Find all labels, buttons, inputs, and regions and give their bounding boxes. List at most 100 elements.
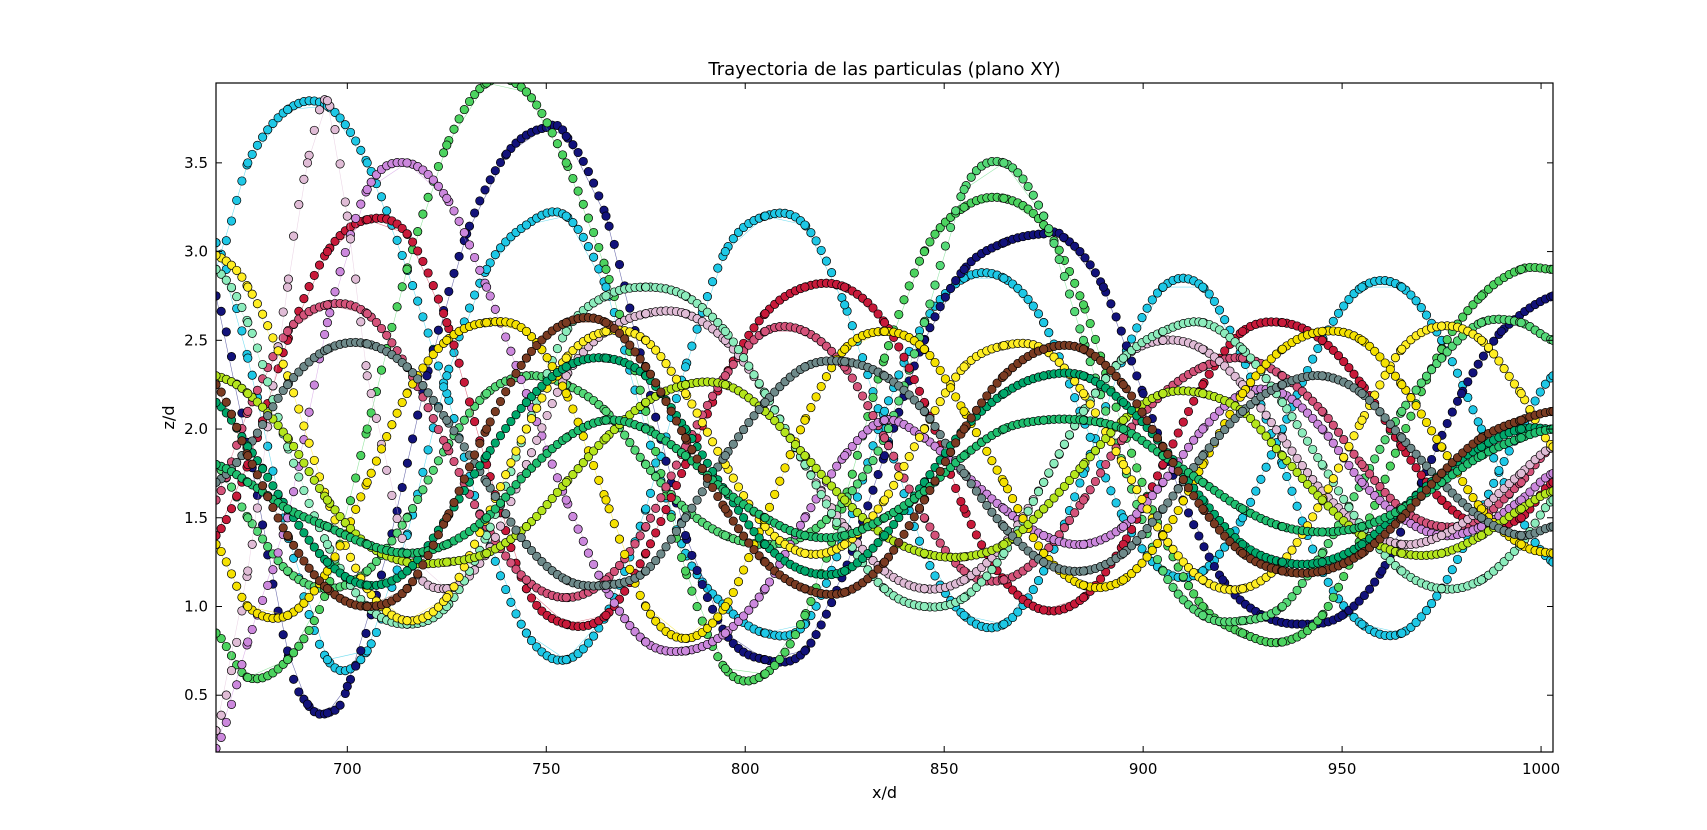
data-point <box>322 96 332 106</box>
data-point <box>821 499 831 509</box>
data-point <box>243 158 253 168</box>
data-point <box>408 434 418 444</box>
data-point <box>1516 318 1526 328</box>
data-point <box>482 388 492 399</box>
data-point <box>1447 565 1457 575</box>
data-point <box>1548 264 1553 274</box>
data-point <box>1111 312 1121 322</box>
data-point <box>304 282 314 292</box>
data-point <box>760 655 770 665</box>
data-point <box>1357 335 1367 345</box>
data-point <box>366 468 376 478</box>
data-point <box>418 381 428 391</box>
data-point <box>1397 548 1407 558</box>
data-point <box>1256 474 1266 484</box>
data-point <box>1178 496 1188 506</box>
data-point <box>1357 522 1367 532</box>
data-point <box>511 446 521 456</box>
data-point <box>511 525 521 535</box>
data-point <box>940 457 950 467</box>
data-point <box>442 415 452 425</box>
data-point <box>1137 494 1147 504</box>
data-point <box>651 446 661 456</box>
data-point <box>387 536 397 546</box>
data-point <box>351 473 361 483</box>
data-point <box>687 341 697 351</box>
data-point <box>1261 374 1271 384</box>
data-point <box>1397 344 1407 354</box>
data-point <box>620 549 630 559</box>
data-point <box>382 432 392 442</box>
data-point <box>925 485 935 495</box>
data-point <box>278 359 288 369</box>
data-point <box>226 216 237 226</box>
data-point <box>304 498 314 508</box>
data-point <box>1118 397 1128 407</box>
data-point <box>930 229 940 239</box>
data-point <box>1437 353 1447 363</box>
data-point <box>1416 409 1426 419</box>
data-point <box>495 396 506 407</box>
data-point <box>1044 468 1054 478</box>
data-point <box>811 480 821 490</box>
data-point <box>283 504 293 514</box>
data-point <box>1152 288 1163 298</box>
data-point <box>1078 371 1089 381</box>
data-point <box>402 616 412 626</box>
data-point <box>376 192 387 202</box>
data-point <box>800 362 810 372</box>
data-point <box>418 209 428 219</box>
data-point <box>1357 388 1367 399</box>
data-point <box>1198 388 1208 399</box>
data-point <box>568 173 578 184</box>
data-point <box>1333 427 1344 437</box>
data-point <box>299 634 309 644</box>
data-point <box>464 462 475 472</box>
data-point <box>816 245 826 255</box>
data-point <box>521 220 531 230</box>
data-point <box>309 380 319 390</box>
data-point <box>661 359 671 369</box>
data-point <box>806 596 816 606</box>
data-point <box>330 125 340 135</box>
data-point <box>609 598 619 608</box>
data-point <box>720 664 730 674</box>
data-point <box>1406 290 1416 300</box>
data-point <box>1390 353 1400 363</box>
data-point <box>362 184 372 195</box>
data-point <box>790 630 800 640</box>
data-point <box>1078 566 1089 576</box>
data-point <box>449 426 459 436</box>
data-point <box>268 333 278 343</box>
data-point <box>852 492 862 502</box>
data-point <box>322 300 332 310</box>
data-point <box>237 436 247 446</box>
data-point <box>935 223 945 233</box>
data-point <box>1328 316 1338 326</box>
data-point <box>899 461 909 471</box>
data-point <box>428 281 438 291</box>
data-point <box>697 616 707 626</box>
data-point <box>1277 557 1287 567</box>
data-point <box>651 378 661 388</box>
data-point <box>1163 574 1173 585</box>
data-point <box>482 318 492 328</box>
data-point <box>641 282 651 292</box>
data-point <box>692 495 702 505</box>
data-point <box>680 566 691 576</box>
data-point <box>578 199 588 209</box>
data-point <box>1111 498 1121 508</box>
data-point <box>1261 410 1271 420</box>
data-point <box>863 501 873 511</box>
data-point <box>433 294 443 304</box>
data-point <box>314 483 325 493</box>
data-point <box>1535 510 1545 520</box>
data-point <box>402 388 412 399</box>
data-point <box>495 482 506 492</box>
data-point <box>449 124 459 134</box>
data-point <box>635 385 645 395</box>
data-point <box>1198 477 1208 487</box>
data-point <box>216 486 226 496</box>
data-point <box>1198 575 1208 585</box>
